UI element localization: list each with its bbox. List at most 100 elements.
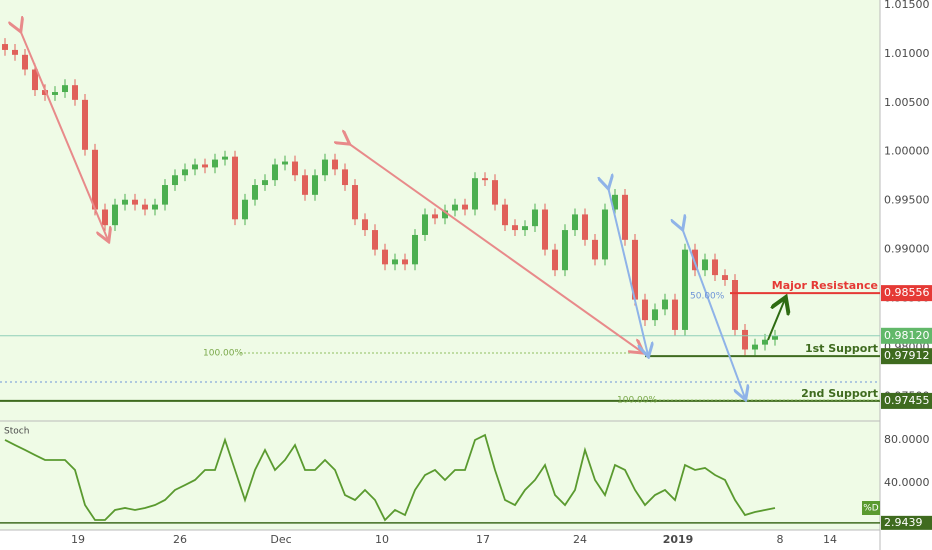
candle-body — [742, 329, 748, 350]
x-tick-label: 14 — [823, 533, 837, 546]
price-axis — [880, 0, 932, 550]
candle-body — [362, 219, 368, 231]
candle-body — [422, 214, 428, 235]
fib-label: 100.00% — [203, 349, 243, 359]
candle-body — [22, 54, 28, 70]
price-tag-label: 0.97455 — [884, 394, 930, 407]
y-tick-label: 1.00500 — [884, 96, 930, 109]
candle-body — [122, 199, 128, 205]
candle-body — [132, 199, 138, 205]
candle-body — [322, 159, 328, 176]
candle-body — [722, 275, 728, 280]
candle-body — [82, 99, 88, 150]
y-tick-label: 0.99500 — [884, 194, 930, 207]
trend-arrow — [348, 143, 642, 352]
candle-body — [682, 249, 688, 330]
candle-body — [222, 156, 228, 160]
candle-body — [342, 169, 348, 186]
candle-body — [182, 169, 188, 176]
candle-body — [262, 180, 268, 186]
y-tick-label: 0.99000 — [884, 243, 930, 256]
y-tick-label: 1.00000 — [884, 145, 930, 158]
candle-body — [202, 164, 208, 168]
candle-body — [582, 214, 588, 240]
candle-body — [592, 239, 598, 260]
candle-body — [2, 44, 8, 50]
candle-body — [292, 161, 298, 176]
candle-body — [642, 299, 648, 321]
indicator-title: Stoch — [4, 427, 29, 437]
candle-body — [602, 209, 608, 260]
x-tick-label: Dec — [270, 533, 291, 546]
candle-body — [72, 85, 78, 100]
candle-body — [212, 159, 218, 168]
candle-body — [232, 156, 238, 220]
x-tick-label: 26 — [173, 533, 187, 546]
candle-body — [412, 234, 418, 265]
candle-body — [242, 199, 248, 220]
time-axis — [0, 530, 880, 550]
candle-body — [162, 185, 168, 205]
x-tick-label: 24 — [573, 533, 587, 546]
candle-body — [482, 178, 488, 181]
price-tag — [881, 348, 932, 365]
x-tick-label: 17 — [476, 533, 490, 546]
candle-body — [532, 209, 538, 227]
y-tick-label: 1.01500 — [884, 0, 930, 11]
candle-body — [142, 204, 148, 210]
candle-body — [112, 204, 118, 226]
candle-body — [752, 344, 758, 350]
candle-body — [662, 299, 668, 310]
x-tick-label: 8 — [777, 533, 784, 546]
candle-body — [562, 230, 568, 271]
fib-label: 100.00% — [617, 396, 657, 406]
x-tick-label: 19 — [71, 533, 85, 546]
candle-body — [302, 175, 308, 195]
legend-label: %D — [863, 504, 879, 514]
x-tick-label: 2019 — [663, 533, 694, 546]
price-tag — [881, 392, 932, 409]
trend-arrow — [682, 228, 745, 398]
candle-body — [352, 185, 358, 220]
candle-body — [392, 259, 398, 265]
candle-body — [452, 204, 458, 211]
candle-body — [762, 339, 768, 345]
candle-body — [92, 149, 98, 210]
candle-body — [572, 214, 578, 231]
trend-arrow — [608, 187, 648, 355]
level-name: 1st Support — [805, 342, 878, 355]
candle-body — [102, 209, 108, 226]
candle-body — [552, 249, 558, 271]
candle-body — [312, 175, 318, 195]
candle-body — [512, 225, 518, 231]
indicator-line — [4, 433, 776, 522]
y-tick-label: 1.01000 — [884, 47, 930, 60]
target-arrow — [767, 299, 785, 341]
candle-body — [712, 259, 718, 276]
level-name: 2nd Support — [801, 387, 878, 400]
candle-body — [402, 259, 408, 265]
candle-body — [492, 180, 498, 205]
candle-body — [432, 214, 438, 219]
trend-arrow — [20, 30, 108, 240]
candle-body — [12, 49, 18, 55]
candle-body — [672, 299, 678, 330]
indicator-level-label: 2.9439 — [884, 516, 923, 529]
candle-body — [282, 161, 288, 165]
price-tag-label: 0.97912 — [884, 349, 930, 362]
candle-body — [332, 159, 338, 170]
candle-body — [732, 280, 738, 330]
level-name: Major Resistance — [772, 279, 878, 292]
candle-body — [772, 335, 778, 340]
price-tag-label: 0.98556 — [884, 286, 930, 299]
y-tick-label: 40.0000 — [884, 476, 930, 489]
candle-body — [52, 92, 58, 95]
candle-body — [702, 259, 708, 271]
candle-body — [502, 204, 508, 226]
price-tag — [881, 515, 932, 530]
candle-body — [152, 204, 158, 210]
x-tick-label: 10 — [375, 533, 389, 546]
candle-body — [192, 164, 198, 170]
candle-body — [172, 175, 178, 186]
